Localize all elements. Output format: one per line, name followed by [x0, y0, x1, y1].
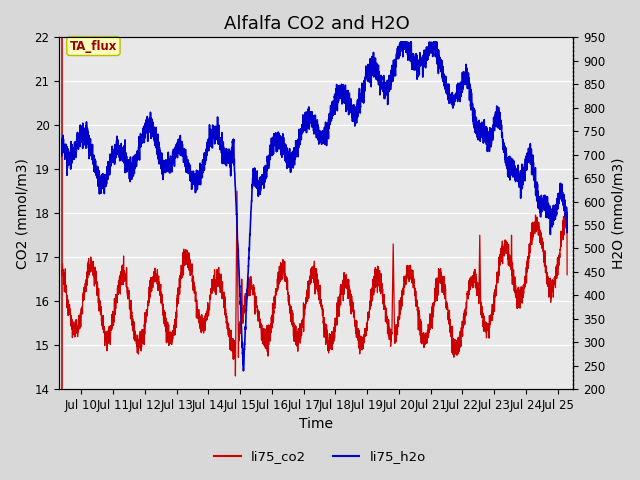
Y-axis label: H2O (mmol/m3): H2O (mmol/m3) — [611, 157, 625, 269]
Title: Alfalfa CO2 and H2O: Alfalfa CO2 and H2O — [223, 15, 409, 33]
Y-axis label: CO2 (mmol/m3): CO2 (mmol/m3) — [15, 158, 29, 269]
Text: TA_flux: TA_flux — [70, 39, 117, 52]
Legend: li75_co2, li75_h2o: li75_co2, li75_h2o — [209, 445, 431, 468]
X-axis label: Time: Time — [300, 418, 333, 432]
